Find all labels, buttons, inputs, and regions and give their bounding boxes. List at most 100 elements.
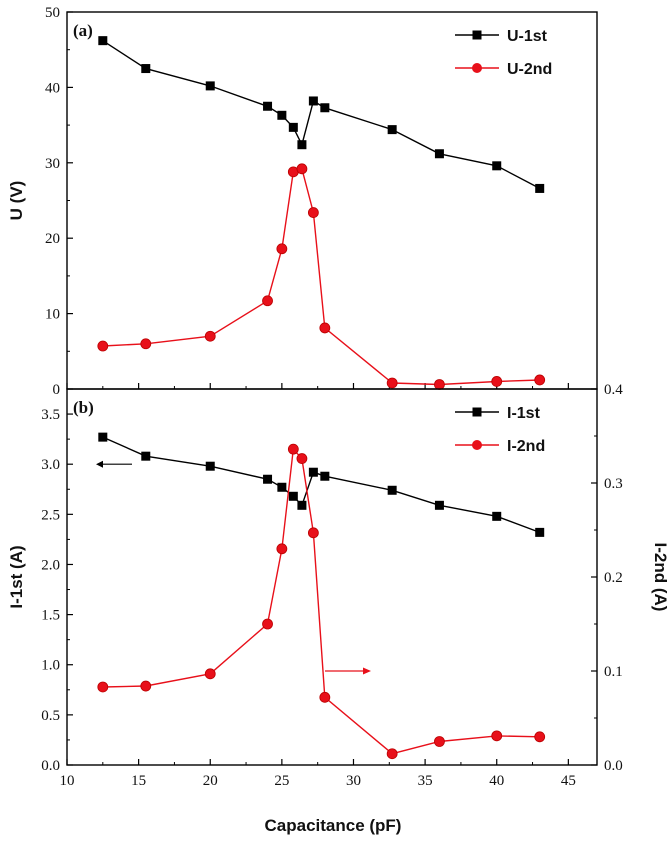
data-point-I-1st — [492, 511, 502, 521]
y-right-tick-label: 0.4 — [604, 382, 623, 398]
data-point-U-2nd — [140, 338, 152, 350]
y-axis-title: I-1st (A) — [7, 545, 26, 608]
data-point-I-1st — [535, 527, 545, 537]
series-line-I-2nd — [102, 447, 540, 755]
y-tick-label: 3.5 — [41, 407, 60, 423]
data-point-I-1st — [98, 432, 108, 442]
panel-b: 10 15 20 25 30 35 40 45 0.0 0.5 1.0 1.5 2.0 2.5 3.0 3.5… — [7, 382, 669, 789]
y-tick-label: 1.0 — [41, 658, 60, 674]
y-right-axis-title: I-2nd (A) — [651, 543, 669, 612]
y-tick-label: 3.0 — [41, 457, 60, 473]
y-tick-label: 0 — [53, 382, 61, 398]
data-point-U-2nd — [386, 377, 398, 389]
x-tick-label: 45 — [561, 773, 576, 789]
x-tick-label: 15 — [131, 773, 146, 789]
legend-marker-U-2nd — [472, 63, 482, 73]
data-point-I-2nd — [287, 443, 299, 455]
data-point-U-1st — [205, 81, 215, 91]
data-point-U-1st — [141, 64, 151, 74]
x-tick-label: 10 — [60, 773, 75, 789]
data-point-I-1st — [205, 461, 215, 471]
data-point-U-2nd — [307, 207, 319, 218]
right-axis-arrowhead — [363, 667, 371, 675]
data-point-U-1st — [308, 96, 318, 106]
data-point-U-1st — [297, 140, 307, 150]
y-tick-label: 50 — [45, 5, 60, 21]
y-right-tick-label: 0.3 — [604, 476, 623, 492]
data-point-U-2nd — [204, 330, 216, 342]
data-point-U-1st — [277, 110, 287, 120]
x-tick-label: 35 — [418, 773, 433, 789]
panel-label: (a) — [73, 21, 93, 40]
legend-marker-I-2nd — [472, 440, 482, 450]
data-point-I-2nd — [262, 618, 273, 630]
y-tick-label: 2.5 — [41, 507, 60, 523]
data-point-U-1st — [434, 149, 444, 159]
data-point-U-1st — [98, 36, 108, 46]
y-tick-label: 0.5 — [41, 708, 60, 724]
data-point-I-2nd — [434, 736, 445, 747]
data-point-I-1st — [308, 467, 318, 477]
data-point-U-1st — [288, 122, 298, 132]
x-tick-label: 20 — [203, 773, 218, 789]
y-right-tick-label: 0.1 — [604, 664, 623, 680]
legend-marker-I-1st — [472, 407, 482, 417]
legend-label-I-1st: I-1st — [507, 405, 541, 422]
data-point-U-2nd — [296, 163, 308, 175]
panel-a: 0 10 20 30 40 50 U (V) (a) U-1st U-2nd — [7, 5, 598, 398]
y-tick-label: 30 — [45, 156, 60, 172]
legend-label-I-2nd: I-2nd — [507, 438, 545, 455]
y-tick-label: 20 — [45, 231, 60, 247]
data-point-U-2nd — [319, 322, 331, 334]
data-point-I-2nd — [276, 543, 288, 555]
series-line-U-2nd — [102, 167, 540, 386]
data-point-I-2nd — [307, 527, 319, 539]
data-point-U-2nd — [262, 295, 273, 307]
data-point-U-2nd — [97, 340, 109, 352]
data-point-U-1st — [535, 183, 545, 193]
data-point-I-2nd — [386, 748, 398, 760]
data-point-I-1st — [141, 451, 151, 461]
data-point-I-2nd — [534, 731, 546, 743]
data-point-I-1st — [387, 485, 397, 495]
y-tick-label: 1.5 — [41, 608, 60, 624]
data-point-U-2nd — [434, 379, 445, 390]
data-point-U-2nd — [491, 376, 503, 387]
y-right-tick-label: 0.0 — [604, 758, 623, 774]
data-point-I-1st — [263, 474, 273, 484]
data-point-U-1st — [492, 161, 502, 171]
data-point-I-2nd — [296, 453, 308, 464]
data-point-U-2nd — [534, 374, 546, 386]
legend-label-U-2nd: U-2nd — [507, 61, 552, 78]
data-point-I-1st — [288, 491, 298, 501]
panel-label: (b) — [73, 398, 94, 417]
data-point-I-1st — [297, 500, 307, 510]
legend-label-U-1st: U-1st — [507, 28, 548, 45]
data-point-U-1st — [263, 101, 273, 111]
left-axis-arrowhead — [96, 460, 103, 468]
x-tick-label: 25 — [274, 773, 289, 789]
data-point-I-2nd — [319, 691, 331, 703]
data-point-I-2nd — [491, 730, 503, 742]
data-point-I-2nd — [204, 668, 216, 680]
y-tick-label: 2.0 — [41, 557, 60, 573]
data-point-U-1st — [320, 103, 330, 113]
series-line-U-1st — [102, 40, 541, 190]
data-point-I-1st — [434, 500, 444, 510]
legend-marker-U-1st — [472, 30, 482, 40]
y-tick-label: 10 — [45, 307, 60, 323]
data-point-I-2nd — [140, 680, 152, 692]
series-line-I-1st — [102, 436, 540, 534]
data-point-I-2nd — [97, 681, 109, 693]
x-tick-label: 40 — [489, 773, 504, 789]
data-point-U-2nd — [276, 243, 288, 255]
data-point-I-1st — [277, 482, 287, 492]
x-axis-title: Capacitance (pF) — [265, 816, 402, 835]
y-axis-title: U (V) — [7, 181, 26, 221]
data-point-I-1st — [320, 471, 330, 481]
x-tick-label: 30 — [346, 773, 361, 789]
y-tick-label: 40 — [45, 80, 60, 96]
y-right-tick-label: 0.2 — [604, 570, 623, 586]
data-point-U-1st — [387, 125, 397, 135]
